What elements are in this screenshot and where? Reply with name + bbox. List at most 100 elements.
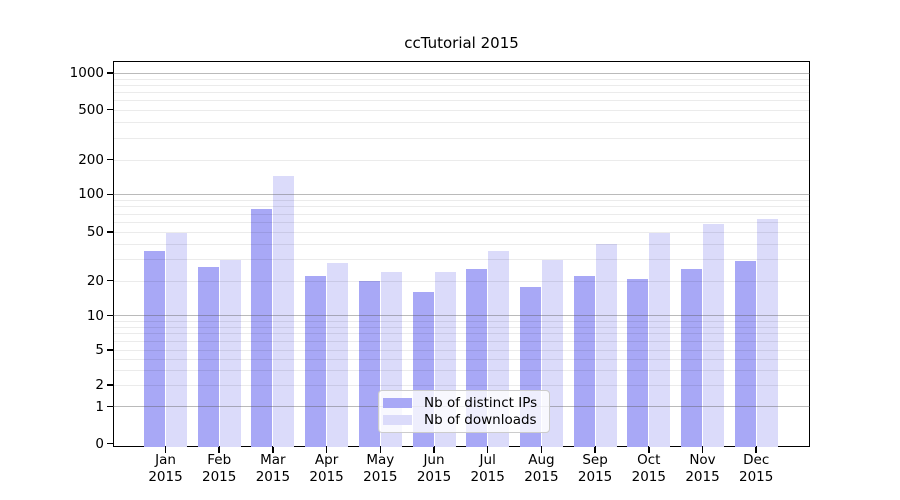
x-tick-sep (594, 447, 596, 453)
bar-downloads-apr (327, 263, 349, 447)
x-tick-mar (272, 447, 274, 453)
gridline-minor-700 (113, 91, 810, 93)
bar-downloads-jan (166, 232, 187, 447)
x-tick-feb (218, 447, 220, 453)
gridline-minor-4 (113, 358, 810, 360)
bar-ips-feb (197, 267, 219, 447)
x-tick-label-dec: Dec 2015 (739, 452, 774, 485)
y-tick-label-200: 200 (78, 151, 104, 168)
gridline-minor-400 (113, 121, 810, 123)
y-tick-200 (106, 158, 113, 161)
gridline-minor-20 (113, 280, 810, 282)
bar-ips-sep (573, 276, 595, 447)
y-tick-5 (106, 349, 113, 351)
y-tick-1 (106, 405, 113, 408)
x-tick-label-mar: Mar 2015 (255, 452, 291, 485)
gridline-minor-500 (113, 109, 810, 111)
gridline-minor-200 (113, 159, 810, 161)
gridline-minor-2 (113, 385, 810, 386)
legend-label-distinct-ips: Nb of distinct IPs (424, 394, 538, 411)
bar-ips-mar (251, 209, 273, 447)
x-tick-dec (755, 447, 757, 453)
y-tick-label-5: 5 (95, 342, 104, 358)
gridline-minor-60 (113, 222, 810, 224)
legend-item-downloads: Nb of downloads (383, 412, 541, 428)
y-tick-500 (106, 108, 113, 111)
x-tick-label-feb: Feb 2015 (202, 452, 237, 485)
x-tick-label-may: May 2015 (363, 452, 398, 485)
x-tick-label-jan: Jan 2015 (148, 452, 183, 485)
y-tick-label-1: 1 (95, 398, 104, 415)
bar-ips-oct (627, 278, 649, 447)
x-tick-label-apr: Apr 2015 (309, 452, 344, 485)
y-tick-0 (106, 442, 113, 445)
y-tick-10 (106, 314, 113, 317)
y-tick-1000 (106, 72, 113, 74)
y-tick-20 (106, 279, 113, 282)
gridline-minor-50 (113, 232, 810, 233)
x-tick-jun (433, 447, 435, 453)
y-tick-label-1000: 1000 (69, 65, 104, 81)
legend-swatch-distinct-ips (383, 397, 412, 408)
bar-ips-dec (734, 261, 756, 447)
gridline-major-10 (113, 315, 810, 317)
x-tick-label-nov: Nov 2015 (685, 452, 720, 485)
gridline-minor-7 (113, 333, 810, 335)
y-tick-label-2: 2 (95, 377, 104, 393)
y-tick-label-100: 100 (78, 186, 104, 203)
gridline-minor-900 (113, 78, 810, 80)
gridline-minor-8 (113, 326, 810, 328)
y-tick-label-0: 0 (95, 435, 104, 452)
bar-ips-nov (681, 269, 702, 447)
gridline-major-100 (113, 193, 810, 196)
bar-downloads-mar (273, 176, 295, 447)
gridline-minor-9 (113, 320, 810, 322)
x-tick-jul (486, 447, 489, 453)
legend-item-distinct-ips: Nb of distinct IPs (383, 395, 541, 411)
y-tick-50 (106, 231, 113, 233)
x-tick-aug (540, 447, 543, 453)
x-tick-label-sep: Sep 2015 (577, 452, 613, 485)
x-tick-label-aug: Aug 2015 (524, 452, 559, 485)
y-tick-label-500: 500 (78, 101, 104, 118)
bar-ips-may (358, 281, 380, 447)
gridline-minor-90 (113, 200, 810, 202)
x-tick-label-oct: Oct 2015 (631, 452, 666, 485)
gridline-minor-5 (113, 350, 810, 351)
bar-downloads-oct (649, 232, 671, 447)
gridline-minor-30 (113, 259, 810, 261)
bar-downloads-sep (595, 244, 617, 447)
x-tick-oct (648, 447, 650, 453)
y-tick-100 (106, 193, 113, 196)
x-tick-label-jun: Jun 2015 (416, 452, 452, 485)
gridline-major-1000 (113, 72, 810, 74)
y-tick-label-10: 10 (86, 307, 104, 324)
x-tick-nov (701, 447, 704, 453)
gridline-minor-40 (113, 243, 810, 245)
y-tick-label-20: 20 (86, 272, 104, 289)
y-tick-2 (106, 384, 113, 386)
x-tick-apr (325, 447, 328, 453)
legend: Nb of distinct IPs Nb of downloads (378, 390, 550, 433)
legend-label-downloads: Nb of downloads (424, 412, 537, 429)
gridline-minor-6 (113, 340, 810, 342)
bar-downloads-feb (219, 259, 241, 447)
bar-downloads-dec (756, 219, 778, 447)
gridline-minor-800 (113, 84, 810, 86)
bar-downloads-nov (703, 224, 724, 447)
x-tick-jan (164, 447, 167, 453)
gridline-minor-70 (113, 213, 810, 215)
bar-ips-apr (305, 276, 327, 447)
gridline-minor-600 (113, 100, 810, 102)
legend-swatch-downloads (383, 415, 412, 426)
x-tick-label-jul: Jul 2015 (470, 452, 505, 485)
chart-title: ccTutorial 2015 (404, 34, 519, 52)
bar-ips-jan (144, 251, 165, 447)
gridline-minor-300 (113, 137, 810, 139)
gridline-minor-80 (113, 206, 810, 208)
y-tick-label-50: 50 (86, 224, 104, 240)
x-tick-may (379, 447, 382, 453)
plot-area: Nb of distinct IPs Nb of downloads (113, 61, 810, 447)
gridline-minor-3 (113, 369, 810, 371)
